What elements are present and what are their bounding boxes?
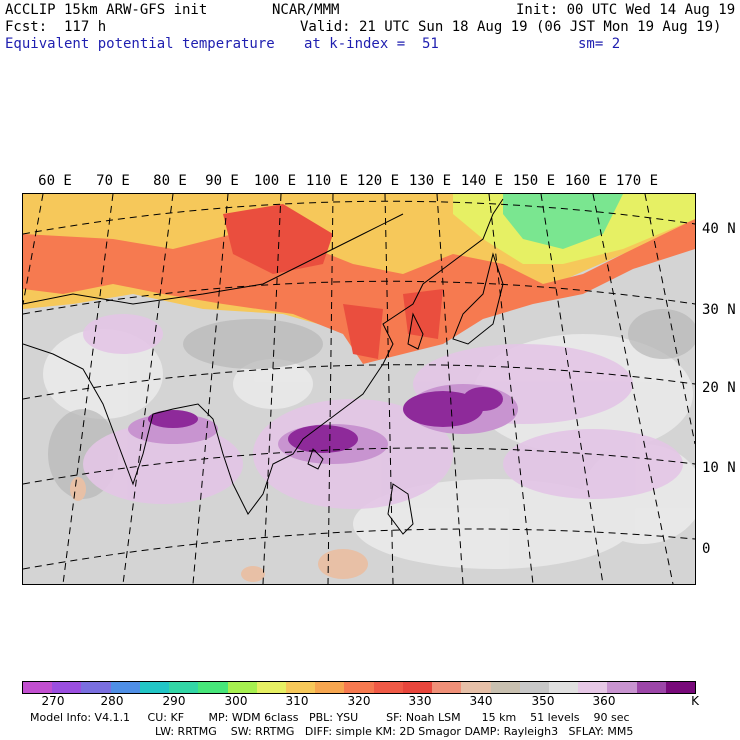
model-info-line2: LW: RRTMG SW: RRTMG DIFF: simple KM: 2D …	[155, 725, 634, 738]
scale-tick: 300	[224, 694, 248, 708]
scale-swatch	[578, 682, 608, 693]
graticule	[23, 194, 695, 584]
scale-unit: K	[691, 694, 699, 708]
lon-label: 130 E	[408, 173, 452, 189]
lat-label: 0	[702, 541, 711, 557]
map-canvas	[23, 194, 695, 584]
lon-label: 110 E	[305, 173, 349, 189]
lon-label: 160 E	[564, 173, 608, 189]
lat-label: 40 N	[702, 221, 736, 237]
model-title: ACCLIP 15km ARW-GFS init	[5, 2, 208, 18]
scale-swatch	[256, 682, 286, 693]
institution: NCAR/MMM	[272, 2, 340, 18]
scale-tick: 330	[408, 694, 432, 708]
scale-swatch	[607, 682, 637, 693]
field-dark-purple	[148, 387, 503, 453]
lon-label: 70 E	[96, 173, 130, 189]
field-red-core	[223, 204, 443, 359]
theta-e-map	[22, 193, 696, 585]
scale-swatch	[198, 682, 228, 693]
scale-swatch	[52, 682, 82, 693]
scale-swatch	[373, 682, 403, 693]
scale-swatch	[402, 682, 433, 693]
smoothing: sm= 2	[578, 36, 621, 52]
lon-label: 90 E	[205, 173, 239, 189]
scale-tick: 280	[100, 694, 124, 708]
scale-swatch	[81, 682, 111, 693]
scale-tick: 320	[347, 694, 371, 708]
lon-label: 150 E	[512, 173, 556, 189]
lon-label: 60 E	[38, 173, 72, 189]
scale-swatch	[519, 682, 549, 693]
scale-swatch	[344, 682, 374, 693]
lon-label: 100 E	[253, 173, 297, 189]
scale-swatch	[665, 682, 696, 693]
scale-swatch	[315, 682, 345, 693]
scale-swatch	[23, 682, 53, 693]
lon-label: 80 E	[153, 173, 187, 189]
scale-tick: 340	[469, 694, 493, 708]
scale-swatch	[110, 682, 140, 693]
field-green-north	[503, 194, 623, 249]
scale-tick: 350	[531, 694, 555, 708]
scale-tick: 310	[285, 694, 309, 708]
variable-name: Equivalent potential temperature	[5, 36, 275, 52]
lon-label: 140 E	[460, 173, 504, 189]
lat-label: 10 N	[702, 460, 736, 476]
lon-label: 120 E	[356, 173, 400, 189]
scale-swatch	[285, 682, 316, 693]
field-tan	[70, 477, 368, 582]
model-level: at k-index = 51	[304, 36, 439, 52]
lat-label: 30 N	[702, 302, 736, 318]
valid-time: Valid: 21 UTC Sun 18 Aug 19 (06 JST Mon …	[300, 19, 722, 35]
forecast-hour: Fcst: 117 h	[5, 19, 107, 35]
scale-swatch	[139, 682, 170, 693]
field-dark-grey	[48, 309, 695, 499]
scale-tick: 270	[41, 694, 65, 708]
scale-tick: 360	[592, 694, 616, 708]
scale-tick: 290	[162, 694, 186, 708]
scale-swatch	[227, 682, 257, 693]
scale-swatch	[548, 682, 579, 693]
model-info-line1: Model Info: V4.1.1 CU: KF MP: WDM 6class…	[30, 711, 630, 724]
scale-swatch	[169, 682, 199, 693]
field-coral-band	[23, 219, 695, 364]
init-time: Init: 00 UTC Wed 14 Aug 19	[516, 2, 736, 18]
scale-swatch	[490, 682, 520, 693]
coastlines	[23, 198, 504, 535]
lon-label: 170 E	[615, 173, 659, 189]
lat-label: 20 N	[702, 380, 736, 396]
color-scale-bar	[22, 681, 696, 694]
scale-swatch	[461, 682, 491, 693]
scale-swatch	[636, 682, 666, 693]
scale-swatch	[432, 682, 462, 693]
